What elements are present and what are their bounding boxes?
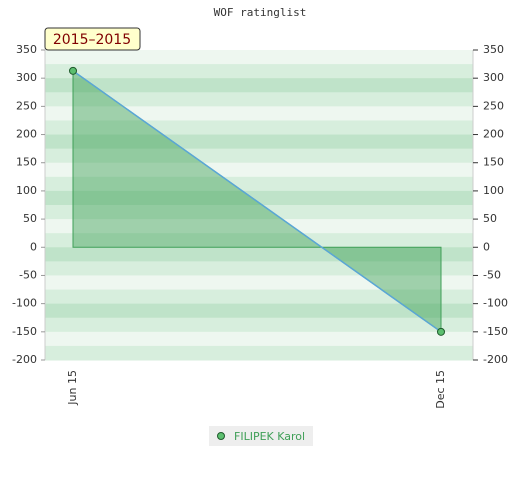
point — [69, 66, 77, 75]
band — [45, 64, 473, 79]
y-tick-label: 150 — [16, 156, 37, 169]
band — [45, 148, 473, 164]
y2-tick-label: -150 — [483, 325, 508, 338]
band — [45, 78, 473, 93]
y2-tick-label: 100 — [483, 184, 504, 197]
y-tick-label: 250 — [16, 99, 37, 112]
band — [45, 134, 473, 150]
band — [45, 289, 473, 305]
band — [45, 120, 473, 136]
x-tick-label: Jun 15 — [66, 370, 79, 406]
y2-tick-label: -100 — [483, 297, 508, 310]
y-tick-label: 0 — [30, 240, 37, 253]
legend-label: FILIPEK Karol — [234, 430, 305, 443]
y-tick-label: -200 — [12, 353, 37, 366]
y2-tick-label: -200 — [483, 353, 508, 366]
y2-tick-label: 250 — [483, 99, 504, 112]
badge: 2015–2015 — [53, 32, 131, 48]
plot-area — [44, 50, 474, 361]
badge-box — [44, 27, 141, 51]
y-tick-label: 350 — [16, 43, 37, 56]
y-tick-label: 200 — [16, 128, 37, 141]
chart-title: WOF ratinglist — [214, 6, 307, 19]
band — [45, 233, 473, 248]
y2-tick-label: 200 — [483, 128, 504, 141]
band — [45, 162, 473, 178]
y2-tick-label: 300 — [483, 71, 504, 84]
band — [45, 317, 473, 333]
band — [45, 50, 473, 65]
band — [45, 247, 473, 262]
y2-tick-label: 350 — [483, 43, 504, 56]
x-tick-label: Dec 15 — [434, 370, 447, 409]
band — [45, 345, 473, 361]
y-tick-label: 300 — [16, 71, 37, 84]
band — [45, 261, 473, 276]
y2-tick-label: 50 — [483, 212, 497, 225]
y-tick-label: 100 — [16, 184, 37, 197]
y-tick-label: -150 — [12, 325, 37, 338]
y2-tick-label: 0 — [483, 240, 490, 253]
point — [437, 327, 445, 336]
legend-box — [209, 426, 313, 446]
band — [45, 205, 473, 220]
band — [45, 219, 473, 234]
band — [45, 106, 473, 121]
y2-tick-label: -50 — [483, 268, 501, 281]
y-tick-label: -50 — [19, 268, 37, 281]
band — [45, 303, 473, 319]
line — [72, 70, 442, 333]
y-tick-label: -100 — [12, 297, 37, 310]
band — [45, 331, 473, 347]
band — [45, 190, 473, 206]
band — [45, 92, 473, 107]
band — [45, 176, 473, 192]
legend-marker — [217, 432, 225, 440]
y-tick-label: 50 — [23, 212, 37, 225]
y2-tick-label: 150 — [483, 156, 504, 169]
